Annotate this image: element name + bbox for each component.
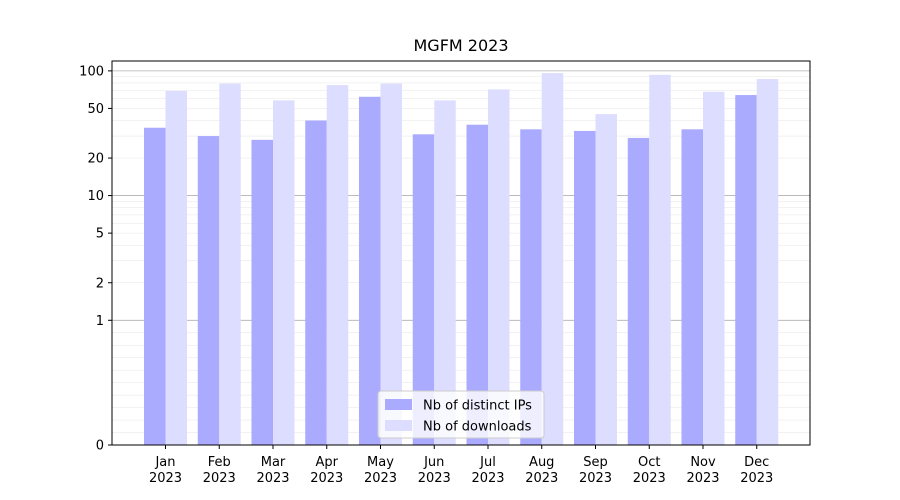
- x-tick-label-year: 2023: [310, 471, 343, 486]
- x-tick-label-year: 2023: [740, 471, 773, 486]
- bar-downloads: [326, 85, 349, 445]
- x-tick-label-month: Oct: [638, 455, 660, 470]
- y-tick-label: 1: [96, 314, 104, 329]
- x-axis: Jan2023Feb2023Mar2023Apr2023May2023Jun20…: [149, 445, 773, 486]
- x-tick-label-month: Feb: [208, 455, 231, 470]
- y-tick-label: 50: [87, 102, 104, 117]
- bar-downloads: [380, 83, 402, 445]
- x-tick-label-month: May: [367, 455, 394, 470]
- x-tick-label-year: 2023: [203, 471, 236, 486]
- x-tick-label-year: 2023: [633, 471, 666, 486]
- x-tick-label-year: 2023: [256, 471, 289, 486]
- bar-downloads: [434, 100, 456, 445]
- bar-downloads: [703, 91, 725, 445]
- bar-downloads: [165, 90, 187, 445]
- x-tick-label-year: 2023: [149, 471, 182, 486]
- x-tick-label-month: Aug: [529, 455, 554, 470]
- bar-downloads: [649, 74, 671, 445]
- bar-distinct-ips: [412, 134, 435, 445]
- bar-distinct-ips: [681, 129, 703, 446]
- bar-downloads: [219, 83, 241, 445]
- x-tick-label-month: Sep: [583, 455, 608, 470]
- bar-distinct-ips: [574, 130, 596, 445]
- y-axis: 0 1 2 5 10 20 50 100: [79, 64, 112, 454]
- bar-downloads: [541, 73, 564, 445]
- bar-distinct-ips: [305, 120, 327, 445]
- x-tick-label-year: 2023: [686, 471, 719, 486]
- x-tick-label-year: 2023: [579, 471, 612, 486]
- bar-downloads: [756, 79, 779, 446]
- bar-distinct-ips: [466, 124, 488, 445]
- y-tick-label: 0: [96, 439, 104, 454]
- y-tick-label: 5: [96, 227, 104, 242]
- bar-distinct-ips: [251, 139, 273, 445]
- y-tick-label: 2: [96, 276, 104, 291]
- plot-frame: [111, 60, 811, 446]
- x-tick-label-year: 2023: [418, 471, 451, 486]
- legend-label: Nb of downloads: [423, 420, 532, 435]
- bar-distinct-ips: [735, 95, 757, 446]
- bar-distinct-ips: [520, 129, 542, 446]
- legend-label: Nb of distinct IPs: [423, 399, 532, 414]
- x-tick-label-year: 2023: [525, 471, 558, 486]
- x-tick-label-month: Mar: [261, 455, 286, 470]
- y-tick-label: 10: [87, 189, 104, 204]
- legend-box: [377, 390, 545, 439]
- x-tick-label-month: Nov: [690, 455, 716, 470]
- bar-downloads: [273, 100, 295, 445]
- legend-swatch: [385, 399, 412, 410]
- bar-distinct-ips: [359, 96, 381, 446]
- x-tick-label-month: Dec: [744, 455, 769, 470]
- legend: Nb of distinct IPs Nb of downloads: [377, 390, 545, 439]
- legend-swatch: [385, 420, 412, 431]
- bar-distinct-ips: [197, 136, 220, 446]
- x-tick-label-month: Jun: [423, 455, 444, 470]
- bars-layer: [144, 73, 779, 446]
- chart-title: MGFM 2023: [413, 36, 508, 55]
- x-tick-label-year: 2023: [471, 471, 504, 486]
- bar-distinct-ips: [144, 127, 166, 445]
- x-tick-label-month: Jul: [479, 455, 496, 470]
- x-tick-label-year: 2023: [364, 471, 397, 486]
- x-tick-label-month: Apr: [316, 455, 339, 470]
- bar-downloads: [595, 114, 617, 445]
- y-tick-label: 20: [87, 152, 104, 167]
- x-tick-label-month: Jan: [154, 455, 175, 470]
- y-tick-label: 100: [79, 64, 104, 79]
- bar-distinct-ips: [627, 137, 650, 446]
- bar-downloads: [488, 89, 510, 445]
